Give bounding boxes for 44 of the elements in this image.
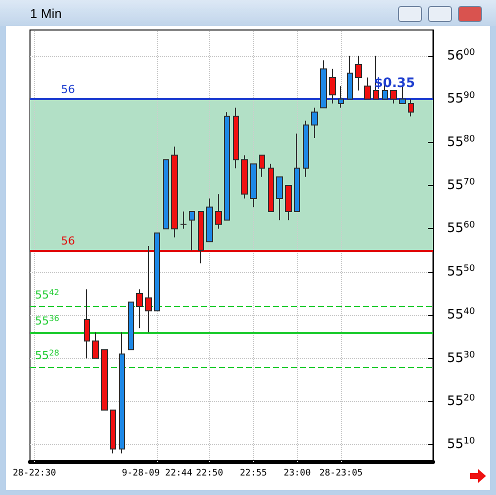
candlestick <box>408 98 414 117</box>
candlestick <box>347 55 353 100</box>
candlestick <box>180 210 187 230</box>
chart-title: 1 Min <box>30 6 62 21</box>
candlestick <box>276 176 283 221</box>
candlestick <box>119 332 125 454</box>
candlestick <box>224 112 230 221</box>
candlestick <box>110 410 116 454</box>
candlestick <box>233 107 239 169</box>
candlestick <box>145 246 152 333</box>
candlestick <box>215 194 222 230</box>
candlestick <box>171 146 178 238</box>
x-tick-label: 22:55 <box>240 468 267 478</box>
candlestick <box>364 77 371 100</box>
candlestick <box>84 288 90 359</box>
x-tick-label: 22:50 <box>196 468 224 478</box>
candlestick <box>259 154 265 178</box>
candlestick <box>250 163 257 208</box>
candlestick <box>136 288 143 329</box>
candlestick <box>390 90 397 104</box>
x-tick-label: 28-22:30 <box>12 468 56 478</box>
candlestick <box>338 86 344 108</box>
candlestick <box>303 120 309 178</box>
annotation: 56 <box>61 83 75 96</box>
candlestick <box>128 302 134 350</box>
annotation: 56 <box>61 234 75 248</box>
candlestick <box>154 232 160 312</box>
x-tick-label: 23:00 <box>284 468 311 478</box>
candlestick <box>268 163 274 212</box>
candlestick <box>311 107 318 138</box>
candlestick <box>206 198 213 242</box>
candlestick <box>285 185 292 221</box>
candlestick <box>355 55 362 91</box>
candlestick <box>101 349 108 411</box>
candlestick <box>189 210 195 251</box>
candlestick <box>92 332 99 359</box>
candlestick <box>198 210 204 264</box>
candlestick <box>329 68 336 104</box>
candlestick <box>294 133 300 212</box>
x-tick-label: 28-23:05 <box>319 468 363 478</box>
candlestick <box>163 159 169 230</box>
candlestick <box>241 154 248 199</box>
x-tick-label: 9-28-09 22:44 <box>122 468 192 478</box>
candlestick <box>320 60 327 108</box>
